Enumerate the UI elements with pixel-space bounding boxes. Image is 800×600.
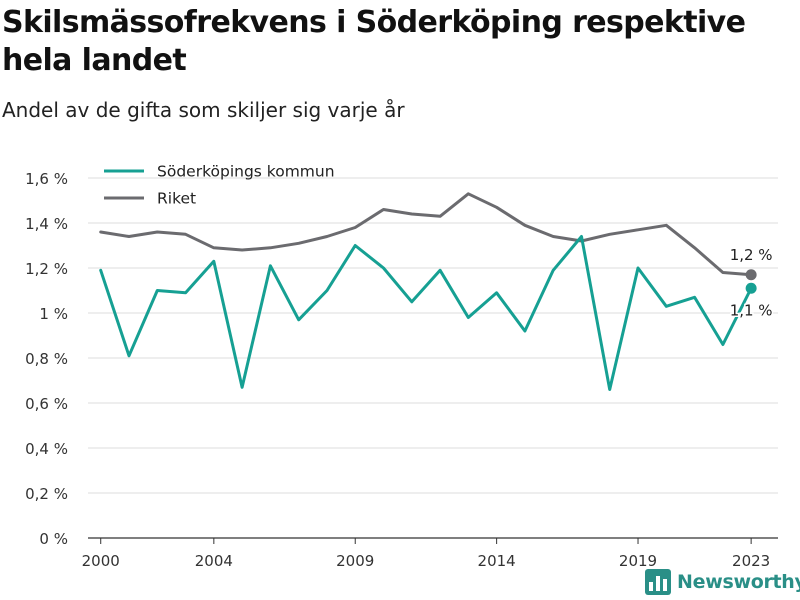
end-value-label: 1,1 %: [730, 301, 773, 319]
end-labels: 1,1 % 1,2 %: [728, 244, 774, 321]
newsworthy-logo: Newsworthy: [645, 567, 800, 597]
x-tick-label: 2019: [619, 552, 657, 570]
bar-chart-logo-icon: [645, 569, 671, 595]
y-tick-label: 0,8 %: [25, 350, 68, 368]
y-tick-label: 0 %: [39, 530, 68, 548]
x-tick-label: 2009: [336, 552, 374, 570]
gridlines: [88, 177, 778, 539]
x-tick-label: 2023: [732, 552, 770, 570]
brand-name: Newsworthy: [677, 571, 800, 593]
end-value-label: 1,2 %: [730, 246, 773, 264]
legend: Söderköpings kommun Riket: [104, 163, 335, 208]
chart-title: Skilsmässofrekvens i Söderköping respekt…: [2, 5, 746, 78]
legend-label: Riket: [157, 190, 196, 208]
y-tick-label: 1,4 %: [25, 215, 68, 233]
chart-subtitle: Andel av de gifta som skiljer sig varje …: [2, 98, 405, 122]
y-tick-label: 1,6 %: [25, 170, 68, 188]
series-endpoint-riket: [745, 269, 757, 281]
series-lines: [99, 192, 757, 391]
x-tick-label: 2000: [82, 552, 120, 570]
series-line-soderkoping: [99, 235, 753, 391]
series-endpoint-soderkoping: [745, 282, 757, 294]
y-tick-label: 0,2 %: [25, 485, 68, 503]
y-tick-label: 0,6 %: [25, 395, 68, 413]
series-line-riket: [99, 192, 753, 277]
x-tick-label: 2014: [478, 552, 516, 570]
legend-label: Söderköpings kommun: [157, 163, 335, 181]
y-tick-label: 1,2 %: [25, 260, 68, 278]
y-tick-label: 0,4 %: [25, 440, 68, 458]
y-tick-label: 1 %: [39, 305, 68, 323]
x-tick-label: 2004: [195, 552, 233, 570]
axes: 0 % 0,2 % 0,4 % 0,6 % 0,8 % 1 % 1,2 % 1,4 % 1,6 …: [25, 170, 770, 570]
